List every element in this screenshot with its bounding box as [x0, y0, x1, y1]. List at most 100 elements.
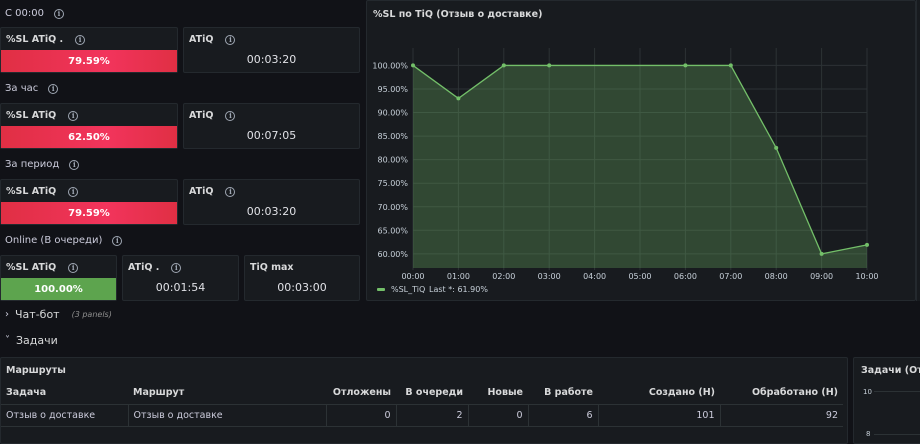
info-icon[interactable]: i	[68, 186, 79, 197]
y-tick-label: 90.00%	[377, 109, 408, 118]
routes-table-panel: Маршруты Задача Маршрут Отложены В очере…	[0, 357, 848, 444]
y-tick-label: 65.00%	[377, 226, 408, 235]
data-point	[501, 63, 506, 68]
stat-panel-tiq-max: TiQ max 00:03:00	[244, 255, 360, 301]
panel-header: %SL ATiQ . i	[6, 34, 86, 45]
stat-value: 00:07:05	[246, 129, 297, 142]
column-header[interactable]: Новые	[468, 382, 528, 405]
table-cell: 0	[325, 404, 396, 427]
panel-header: %SL ATiQ i	[6, 262, 79, 273]
y-tick-label: 80.00%	[377, 156, 408, 165]
y-tick-label: 10	[863, 388, 872, 396]
info-icon[interactable]: i	[75, 34, 86, 45]
stat-value-bar: 79.59%	[1, 50, 177, 72]
x-tick-label: 01:00	[447, 272, 470, 281]
stat-panel-sl-hour: %SL ATiQ i 62.50%	[0, 103, 178, 149]
stat-panel-atiq-online: ATiQ . i 00:01:54	[122, 255, 239, 301]
panel-title: %SL ATiQ	[6, 186, 57, 197]
panel-title: %SL ATiQ .	[6, 34, 64, 45]
stat-panel-sl-since-midnight: %SL ATiQ . i 79.59%	[0, 27, 178, 73]
panel-header: TiQ max	[250, 262, 294, 273]
data-point	[774, 145, 779, 150]
section-title-since-midnight: С 00:00 i	[5, 8, 64, 19]
x-tick-label: 05:00	[628, 272, 651, 281]
row-title[interactable]: Задачи	[16, 334, 58, 347]
grid-line	[874, 391, 920, 392]
panel-header: ATiQ . i	[128, 262, 182, 273]
info-icon[interactable]: i	[68, 262, 79, 273]
section-label: За период	[5, 159, 60, 170]
routes-title: Маршруты	[6, 365, 66, 376]
panel-title: TiQ max	[250, 262, 294, 273]
table-cell: 2	[395, 404, 468, 427]
table-row: Отзыв о доставке Отзыв о доставке 0 2 0 …	[1, 404, 843, 427]
column-header[interactable]: Маршрут	[128, 382, 326, 405]
section-label: За час	[5, 83, 39, 94]
row-panel-count: (3 panels)	[71, 310, 112, 319]
data-point	[865, 242, 869, 247]
stat-value: 00:03:00	[277, 281, 327, 294]
stat-value: 00:01:54	[155, 281, 206, 294]
x-tick-label: 04:00	[583, 272, 606, 281]
column-header[interactable]: Задача	[1, 382, 128, 405]
column-header[interactable]: В очереди	[396, 382, 468, 405]
section-label: С 00:00	[5, 8, 44, 19]
y-tick-label: 70.00%	[377, 203, 408, 212]
panel-header: %SL ATiQ i	[6, 186, 79, 197]
panel-header: %SL ATiQ i	[6, 110, 79, 121]
legend-swatch	[377, 288, 385, 291]
grid-line	[874, 434, 920, 435]
info-icon[interactable]: i	[48, 83, 59, 94]
x-tick-label: 07:00	[719, 272, 742, 281]
y-tick-label: 60.00%	[377, 250, 408, 259]
next-panel-edge	[916, 0, 920, 301]
panel-title: ATiQ	[189, 186, 214, 197]
row-title[interactable]: Чат-бот	[15, 308, 60, 321]
x-tick-label: 02:00	[492, 272, 515, 281]
panel-title: %SL ATiQ	[6, 110, 57, 121]
table-cell: 0	[467, 404, 528, 427]
y-tick-label: 75.00%	[377, 179, 408, 188]
info-icon[interactable]: i	[69, 159, 80, 170]
info-icon[interactable]: i	[225, 186, 236, 197]
stat-value: 00:03:20	[246, 53, 297, 66]
sl-tiq-chart: 100.00% 95.00% 90.00% 85.00% 80.00% 75.00% 70.…	[372, 48, 879, 294]
table-cell: Отзыв о доставке	[127, 404, 326, 427]
panel-title: ATiQ	[189, 110, 214, 121]
info-icon[interactable]: i	[53, 8, 64, 19]
info-icon[interactable]: i	[68, 110, 79, 121]
x-tick-label: 03:00	[538, 272, 561, 281]
info-icon[interactable]: i	[225, 34, 236, 45]
y-tick-label: 95.00%	[377, 85, 408, 94]
legend-last-value: Last *: 61.90%	[429, 285, 488, 294]
chevron-right-icon[interactable]: ›	[5, 309, 9, 320]
stat-value-bar: 100.00%	[1, 278, 116, 300]
chart-title: %SL по TiQ (Отзыв о доставке)	[373, 9, 543, 20]
data-point	[728, 63, 733, 68]
column-header[interactable]: Создано (Н)	[598, 382, 720, 405]
info-icon[interactable]: i	[112, 235, 123, 246]
panel-header: ATiQ i	[189, 34, 236, 45]
stat-panel-sl-online: %SL ATiQ i 100.00%	[0, 255, 117, 301]
chevron-down-icon[interactable]: ˅	[5, 335, 10, 346]
chart-panel-sl-tiq: %SL по TiQ (Отзыв о доставке) 100.00% 95.…	[366, 0, 916, 301]
row-tasks[interactable]: ˅ Задачи	[5, 334, 58, 347]
x-tick-label: 00:00	[401, 272, 424, 281]
section-title-period: За период i	[5, 159, 80, 170]
info-icon[interactable]: i	[225, 110, 236, 121]
info-icon[interactable]: i	[171, 262, 182, 273]
column-header[interactable]: Обработано (Н)	[720, 382, 843, 405]
y-tick-label: 100.00%	[372, 61, 408, 70]
panel-title: %SL ATiQ	[6, 262, 57, 273]
y-tick-label: 85.00%	[377, 132, 408, 141]
section-label: Online (В очереди)	[5, 235, 103, 246]
column-header[interactable]: В работе	[528, 382, 598, 405]
stat-panel-atiq-period: ATiQ i 00:03:20	[183, 179, 360, 225]
panel-title: ATiQ	[189, 34, 214, 45]
table-cell: 6	[527, 404, 598, 427]
section-title-online: Online (В очереди) i	[5, 235, 123, 246]
row-chatbot[interactable]: › Чат-бот (3 panels)	[5, 308, 112, 321]
x-tick-label: 10:00	[855, 272, 878, 281]
column-header[interactable]: Отложены	[326, 382, 396, 405]
stat-value-bar: 62.50%	[1, 126, 177, 148]
